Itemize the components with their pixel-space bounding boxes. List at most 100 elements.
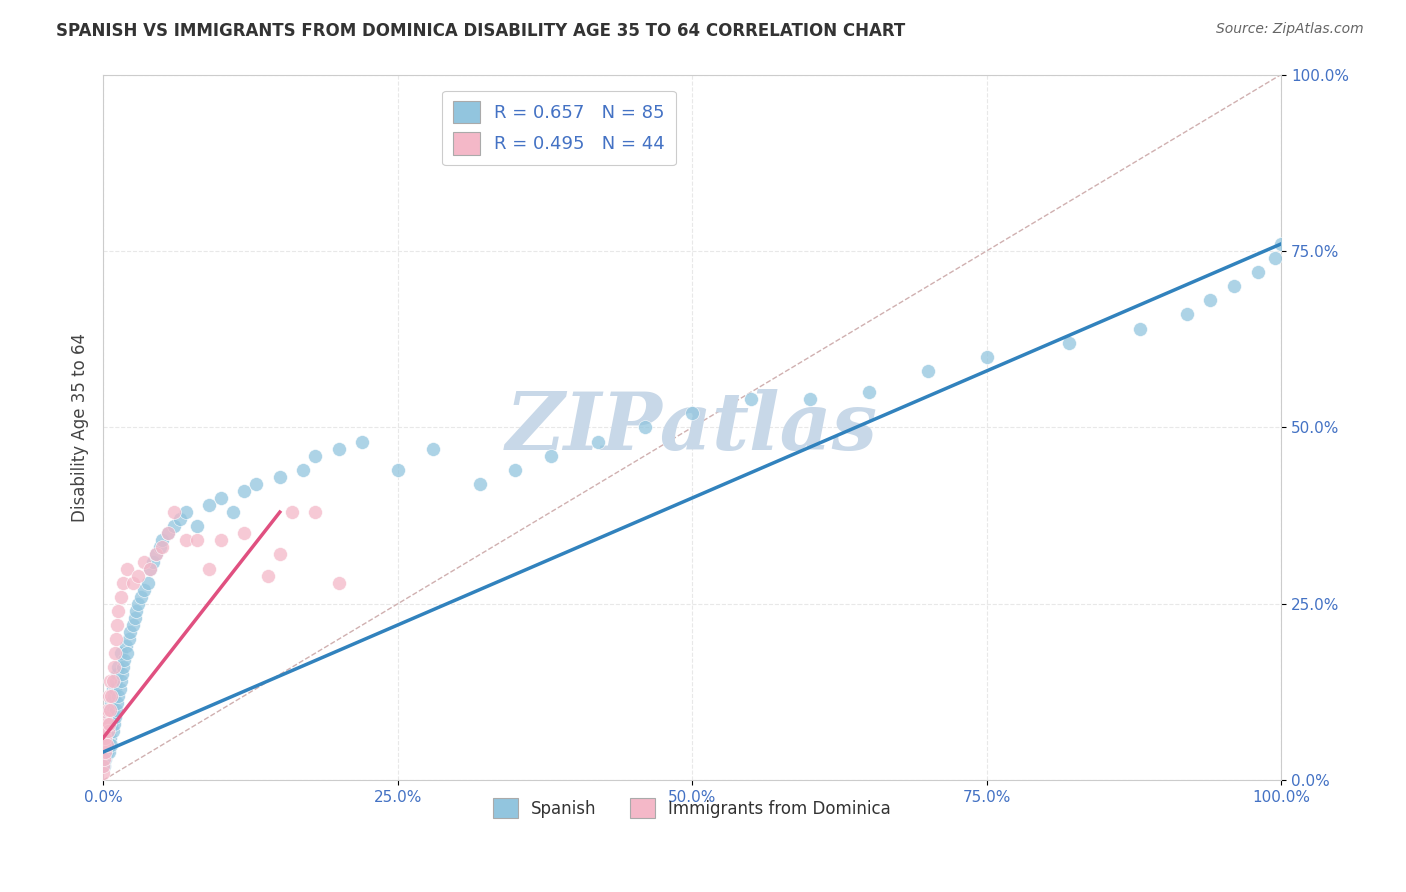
Point	[1246, 265, 1268, 279]
Point	[134, 582, 156, 597]
Text: ZIPatlas: ZIPatlas	[506, 389, 879, 467]
Point	[93, 752, 115, 766]
Point	[101, 723, 124, 738]
Point	[100, 738, 122, 752]
Point	[98, 723, 121, 738]
Point	[101, 681, 124, 696]
Point	[98, 710, 121, 724]
Point	[97, 723, 120, 738]
Point	[1264, 251, 1286, 265]
Point	[96, 745, 118, 759]
Point	[114, 639, 136, 653]
Point	[105, 696, 128, 710]
Point	[94, 745, 117, 759]
Point	[142, 554, 165, 568]
Point	[107, 660, 129, 674]
Point	[174, 505, 197, 519]
Point	[1175, 308, 1198, 322]
Point	[174, 533, 197, 548]
Point	[94, 710, 117, 724]
Point	[111, 667, 134, 681]
Point	[186, 519, 208, 533]
Point	[98, 703, 121, 717]
Point	[98, 745, 121, 759]
Point	[328, 442, 350, 456]
Point	[104, 646, 127, 660]
Point	[98, 716, 121, 731]
Point	[799, 392, 821, 407]
Point	[93, 738, 115, 752]
Point	[103, 660, 125, 674]
Point	[112, 575, 135, 590]
Point	[1199, 293, 1222, 308]
Point	[209, 491, 232, 505]
Point	[304, 505, 326, 519]
Point	[97, 738, 120, 752]
Point	[100, 696, 122, 710]
Legend: Spanish, Immigrants from Dominica: Spanish, Immigrants from Dominica	[486, 791, 898, 825]
Point	[105, 703, 128, 717]
Point	[150, 541, 173, 555]
Point	[110, 646, 132, 660]
Point	[169, 512, 191, 526]
Point	[94, 731, 117, 745]
Point	[124, 611, 146, 625]
Point	[1223, 279, 1246, 293]
Point	[292, 463, 315, 477]
Point	[112, 653, 135, 667]
Point	[96, 731, 118, 745]
Point	[198, 561, 221, 575]
Point	[280, 505, 302, 519]
Point	[1057, 335, 1080, 350]
Point	[257, 568, 280, 582]
Point	[209, 533, 232, 548]
Point	[98, 731, 121, 745]
Point	[145, 548, 167, 562]
Point	[186, 533, 208, 548]
Point	[97, 716, 120, 731]
Point	[104, 710, 127, 724]
Point	[145, 548, 167, 562]
Point	[136, 575, 159, 590]
Point	[269, 470, 291, 484]
Point	[93, 759, 115, 773]
Point	[101, 703, 124, 717]
Point	[858, 385, 880, 400]
Point	[233, 483, 256, 498]
Point	[422, 442, 444, 456]
Y-axis label: Disability Age 35 to 64: Disability Age 35 to 64	[72, 333, 89, 522]
Point	[112, 660, 135, 674]
Point	[198, 498, 221, 512]
Point	[233, 526, 256, 541]
Point	[269, 548, 291, 562]
Point	[103, 689, 125, 703]
Point	[163, 505, 186, 519]
Point	[976, 350, 998, 364]
Point	[91, 766, 114, 780]
Point	[103, 716, 125, 731]
Point	[98, 703, 121, 717]
Point	[150, 533, 173, 548]
Point	[1129, 321, 1152, 335]
Point	[149, 541, 172, 555]
Point	[505, 463, 527, 477]
Point	[98, 689, 121, 703]
Point	[129, 590, 152, 604]
Text: Source: ZipAtlas.com: Source: ZipAtlas.com	[1216, 22, 1364, 37]
Text: SPANISH VS IMMIGRANTS FROM DOMINICA DISABILITY AGE 35 TO 64 CORRELATION CHART: SPANISH VS IMMIGRANTS FROM DOMINICA DISA…	[56, 22, 905, 40]
Point	[134, 554, 156, 568]
Point	[387, 463, 409, 477]
Point	[97, 703, 120, 717]
Point	[222, 505, 245, 519]
Point	[94, 752, 117, 766]
Point	[98, 674, 121, 689]
Point	[105, 618, 128, 632]
Point	[121, 618, 143, 632]
Point	[91, 759, 114, 773]
Point	[586, 434, 609, 449]
Point	[634, 420, 657, 434]
Point	[125, 604, 148, 618]
Point	[120, 625, 142, 640]
Point	[118, 632, 141, 647]
Point	[540, 449, 562, 463]
